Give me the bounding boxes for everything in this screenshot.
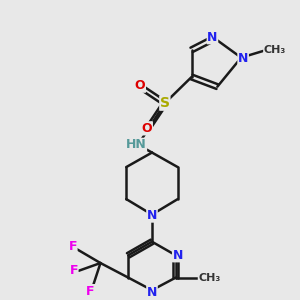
Text: N: N (172, 249, 183, 262)
Text: N: N (147, 209, 157, 222)
Text: F: F (68, 240, 77, 253)
Text: N: N (207, 31, 218, 44)
Text: CH₃: CH₃ (264, 45, 286, 55)
Text: F: F (86, 285, 95, 298)
Text: S: S (160, 96, 170, 110)
Text: HN: HN (126, 138, 146, 151)
Text: O: O (142, 122, 152, 135)
Text: CH₃: CH₃ (198, 273, 220, 283)
Text: N: N (238, 52, 248, 65)
Text: O: O (135, 79, 146, 92)
Text: N: N (147, 286, 157, 298)
Text: F: F (70, 264, 78, 277)
